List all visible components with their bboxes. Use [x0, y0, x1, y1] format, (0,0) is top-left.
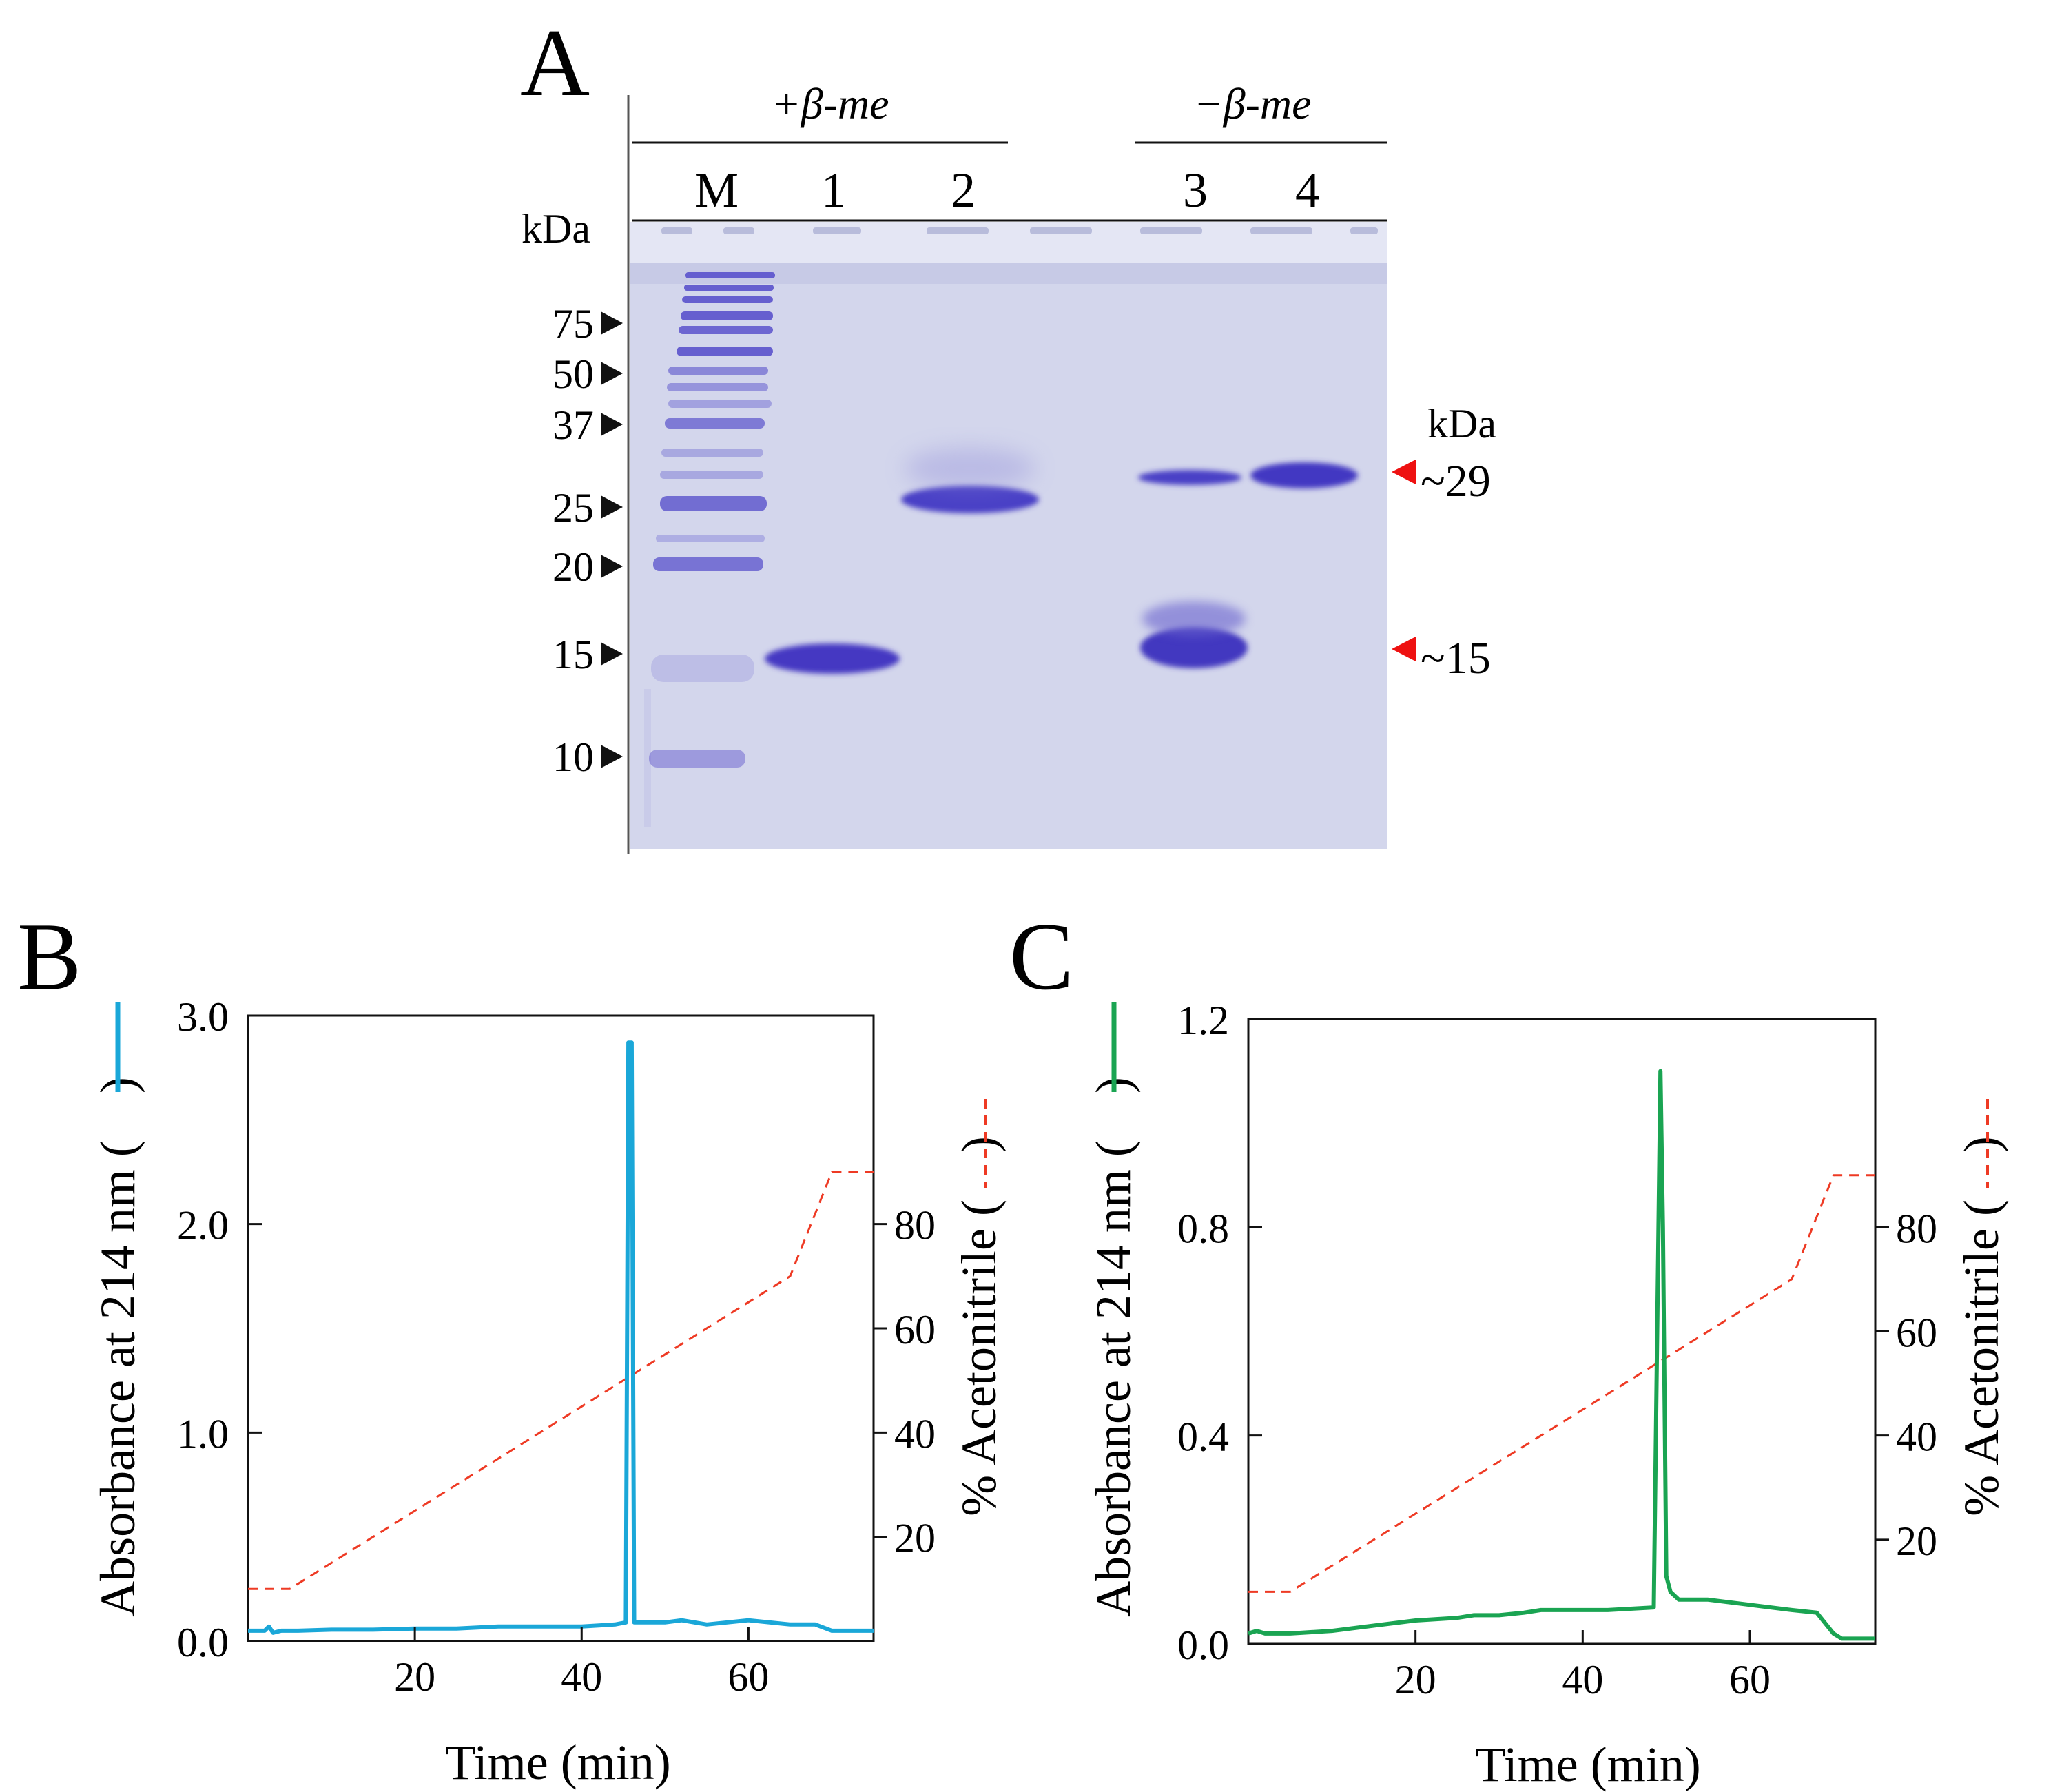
- y2-tick-label: 40: [1896, 1414, 1937, 1460]
- panel-b: B 20 40 60 0.0 1.0 2.0 3.0 20 40 60 80 Time (min…: [17, 903, 1007, 1790]
- panel-b-letter: B: [17, 903, 81, 1010]
- acetonitrile-line-c: [1248, 1174, 1875, 1593]
- gel-wells: [661, 227, 1378, 234]
- group-label-plus-bme: +β-me: [772, 79, 889, 128]
- band-lane3-29kda: [1138, 470, 1241, 485]
- kda-right-label: kDa: [1427, 401, 1496, 446]
- y2-ticks-b: 20 40 60 80: [874, 1203, 936, 1561]
- lane-label-2: 2: [951, 163, 976, 218]
- y-tick-label: 0.0: [1177, 1623, 1229, 1668]
- acetonitrile-line-b: [248, 1171, 874, 1590]
- y-tick-label: 0.4: [1177, 1414, 1229, 1460]
- group-label-minus-bme: −β-me: [1194, 79, 1312, 128]
- band-lane2-smear: [905, 448, 1035, 489]
- marker-label-50: 50: [553, 351, 594, 397]
- x-tick-label: 60: [1729, 1657, 1771, 1702]
- y-tick-label: 1.0: [177, 1411, 229, 1456]
- absorbance-line-b: [248, 1040, 874, 1635]
- lane-label-m: M: [694, 163, 739, 218]
- band-lane4-29kda: [1250, 462, 1358, 488]
- marker-arrow-50: [601, 362, 623, 385]
- red-arrow-15: [1392, 637, 1416, 661]
- marker-arrow-37: [601, 413, 623, 436]
- series-acetonitrile-c: [1248, 1174, 1875, 1593]
- lane-label-1: 1: [821, 163, 846, 218]
- marker-arrow-75: [601, 311, 623, 335]
- marker-label-10: 10: [553, 734, 594, 780]
- x-tick-label: 20: [1395, 1657, 1436, 1702]
- marker-arrow-25: [601, 495, 623, 519]
- panel-a-letter: A: [520, 10, 590, 116]
- red-arrow-29: [1392, 460, 1416, 484]
- panel-c-letter: C: [1009, 903, 1073, 1010]
- y2-tick-label: 40: [894, 1411, 936, 1456]
- x-tick-label: 20: [394, 1654, 435, 1700]
- lane-label-4: 4: [1295, 163, 1320, 218]
- y-axis-title-b: Absorbance at 214 nm (): [90, 1077, 145, 1617]
- x-tick-label: 60: [728, 1654, 769, 1700]
- x-tick-label: 40: [561, 1654, 602, 1700]
- panel-a: A +β-me −β-me M 1 2 3 4 kDa: [520, 10, 1496, 854]
- y2-tick-label: 20: [894, 1516, 936, 1561]
- y2-axis-title-c: % Acetonitrile (): [1954, 1136, 2009, 1516]
- marker-arrow-15: [601, 642, 623, 666]
- band-lane1-15kda: [765, 643, 900, 674]
- x-tick-label: 40: [1562, 1657, 1603, 1702]
- band-annotation-29: ~29: [1421, 456, 1491, 506]
- marker-label-75: 75: [553, 301, 594, 347]
- marker-label-25: 25: [553, 485, 594, 531]
- band-lane3-15kda: [1140, 627, 1248, 668]
- marker-label-20: 20: [553, 544, 594, 590]
- y2-tick-label: 60: [894, 1307, 936, 1352]
- y2-tick-label: 80: [1896, 1206, 1937, 1251]
- marker-arrow-10: [601, 745, 623, 768]
- series-acetonitrile-b: [248, 1171, 874, 1590]
- marker-ladder: [644, 272, 775, 827]
- x-axis-title-c: Time (min): [1475, 1737, 1700, 1792]
- absorbance-line-c: [1248, 1069, 1875, 1641]
- marker-arrow-20: [601, 555, 623, 578]
- marker-label-15: 15: [553, 632, 594, 677]
- y2-axis-title-b: % Acetonitrile (): [951, 1136, 1007, 1516]
- lane-labels: M 1 2 3 4: [694, 163, 1320, 218]
- y2-tick-label: 80: [894, 1203, 936, 1248]
- y-ticks-b: 0.0 1.0 2.0 3.0: [177, 994, 262, 1665]
- lane-label-3: 3: [1183, 163, 1208, 218]
- y-tick-label: 0.8: [1177, 1206, 1229, 1251]
- kda-left-label: kDa: [522, 206, 590, 251]
- sample-bands: [765, 448, 1358, 674]
- series-absorbance-b: [248, 1040, 874, 1635]
- y-ticks-c: 0.0 0.4 0.8 1.2: [1177, 998, 1262, 1668]
- band-annotation-15: ~15: [1421, 633, 1491, 683]
- plot-frame-b: [247, 1014, 875, 1642]
- plot-frame-c: [1247, 1018, 1877, 1645]
- series-absorbance-c: [1248, 1069, 1875, 1641]
- y-tick-label: 2.0: [177, 1203, 229, 1248]
- y-tick-label: 3.0: [177, 994, 229, 1040]
- y-axis-title-c: Absorbance at 214 nm (): [1086, 1077, 1141, 1617]
- y2-tick-label: 20: [1896, 1518, 1937, 1564]
- x-axis-title-b: Time (min): [445, 1735, 670, 1790]
- y2-tick-label: 60: [1896, 1310, 1937, 1356]
- y2-ticks-c: 20 40 60 80: [1875, 1206, 1937, 1564]
- x-ticks-c: 20 40 60: [1395, 1630, 1771, 1702]
- panel-c: C 20 40 60 0.0 0.4 0.8 1.2 20 40 60 80 Time (min…: [1009, 903, 2009, 1792]
- y-tick-label: 0.0: [177, 1620, 229, 1665]
- x-ticks-b: 20 40 60: [394, 1627, 769, 1700]
- band-lane3-smear: [1142, 601, 1246, 636]
- marker-label-37: 37: [553, 402, 594, 448]
- y-tick-label: 1.2: [1177, 998, 1229, 1043]
- marker-size-labels: 75 50 37 25 20 15 10: [553, 301, 623, 780]
- band-lane2-27kda: [901, 486, 1039, 513]
